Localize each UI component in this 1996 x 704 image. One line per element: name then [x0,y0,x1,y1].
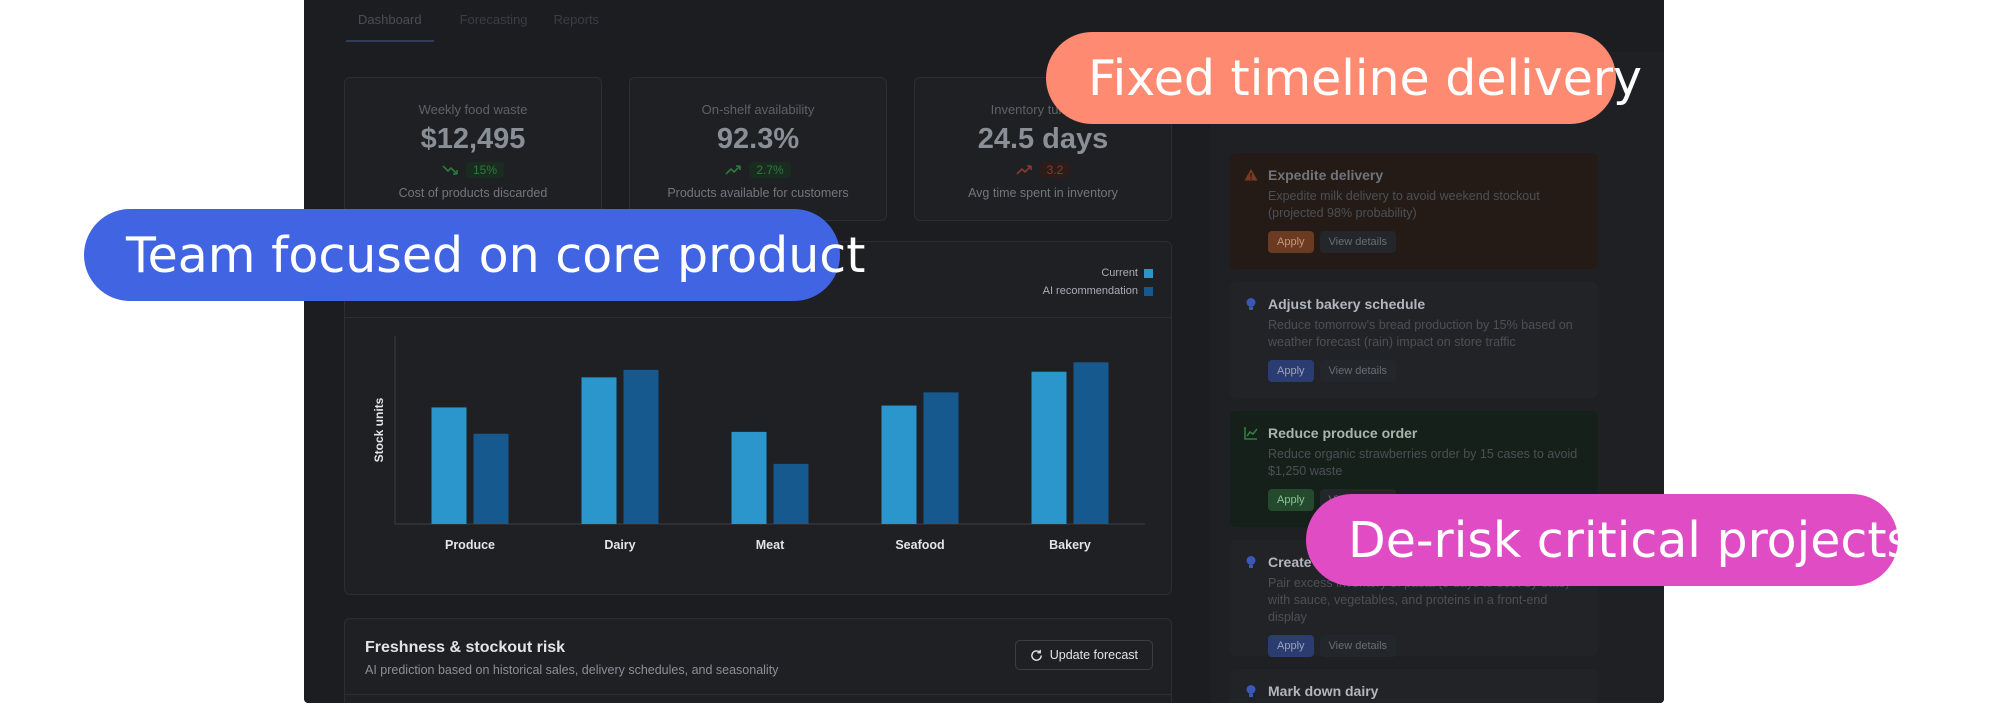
recommendation-title: Create [1268,554,1312,570]
kpi-label: On-shelf availability [701,102,815,117]
kpi-value: 24.5 days [977,123,1109,155]
view-details-button[interactable]: View details [1319,231,1397,253]
recommendation-description: Expedite milk delivery to avoid weekend … [1268,189,1540,220]
update-forecast-button[interactable]: Update forecast [1014,640,1153,670]
trending-chart-icon [1244,427,1258,440]
kpi-card-availability: On-shelf availability 92.3% 2.7% Product… [629,77,887,221]
apply-button[interactable]: Apply [1268,231,1314,253]
callout-fixed-timeline: Fixed timeline delivery [1046,32,1642,124]
x-tick-label: Bakery [1049,538,1091,552]
kpi-subtitle: Products available for customers [667,186,849,200]
freshness-subtitle: AI prediction based on historical sales,… [365,663,779,677]
bar-bakery-current [1031,371,1067,524]
kpi-subtitle: Avg time spent in inventory [968,186,1118,200]
kpi-change: 3.2 [1039,162,1071,178]
kpi-change: 2.7% [749,162,791,178]
x-tick-label: Produce [445,538,495,552]
apply-button[interactable]: Apply [1268,360,1314,382]
apply-button[interactable]: Apply [1268,489,1314,511]
recommendation-description: Reduce organic strawberries order by 15 … [1268,447,1578,478]
legend-swatch-ai [1144,286,1153,296]
freshness-title: Freshness & stockout risk [365,639,566,656]
recommendation-title: Adjust bakery schedule [1268,296,1426,312]
lightbulb-icon [1246,685,1256,697]
legend-swatch-current [1144,268,1153,278]
freshness-card: Freshness & stockout risk AI prediction … [344,618,1172,703]
tab-bar: Dashboard Forecasting Reports [346,0,600,42]
bar-meat-current [731,431,767,524]
legend-label-current: Current [1101,267,1138,279]
bar-seafood-ai [923,392,959,524]
bar-produce-current [431,407,467,524]
bar-dairy-ai [623,369,659,524]
bar-meat-ai [773,463,809,524]
chart-header-divider [345,317,1171,318]
tab-dashboard[interactable]: Dashboard [346,0,434,42]
view-details-button[interactable]: View details [1319,360,1397,382]
bar-dairy-current [581,377,617,524]
callout-de-risk: De-risk critical projects [1306,494,1912,586]
tab-reports[interactable]: Reports [553,12,600,27]
kpi-change: 15% [465,162,505,178]
x-tick-label: Seafood [895,538,944,552]
tab-forecasting[interactable]: Forecasting [459,12,528,27]
kpi-subtitle: Cost of products discarded [398,186,548,200]
bar-bakery-ai [1073,362,1109,524]
apply-button[interactable]: Apply [1268,635,1314,657]
recommendation-card: Adjust bakery schedule Reduce tomorrow's… [1230,282,1598,398]
trend-down-icon [442,165,458,175]
bar-produce-ai [473,433,509,524]
view-details-button[interactable]: View details [1319,635,1397,657]
lightbulb-icon [1246,556,1256,568]
callout-team-focus: Team focused on core product [84,209,865,301]
alert-triangle-icon [1244,169,1258,181]
legend-label-ai: AI recommendation [1042,285,1138,297]
recommendation-card: Mark down dairy [1230,669,1598,703]
recommendation-title: Mark down dairy [1268,683,1379,699]
chart-legend: Current AI recommendation [1043,264,1153,300]
lightbulb-icon [1246,298,1256,310]
bar-chart: Stock units Produce Dairy Meat Seafood Bakery [372,336,1145,552]
kpi-label: Weekly food waste [418,102,528,117]
recommendation-title: Expedite delivery [1268,167,1384,183]
trend-up-icon [725,165,742,175]
recommendation-description: Reduce tomorrow's bread production by 15… [1268,318,1573,349]
update-forecast-label: Update forecast [1049,648,1138,662]
refresh-icon [1030,649,1042,661]
y-axis-label: Stock units [372,397,386,462]
recommendation-title: Reduce produce order [1268,425,1418,441]
kpi-card-food-waste: Weekly food waste $12,495 15% Cost of pr… [344,77,602,221]
kpi-value: 92.3% [716,123,800,155]
trend-up-icon [1016,165,1032,175]
recommendation-card: Expedite delivery Expedite milk delivery… [1230,153,1598,269]
freshness-divider [345,694,1171,695]
bar-seafood-current [881,405,917,524]
kpi-value: $12,495 [420,123,526,155]
x-tick-label: Meat [756,538,785,552]
x-tick-label: Dairy [604,538,635,552]
